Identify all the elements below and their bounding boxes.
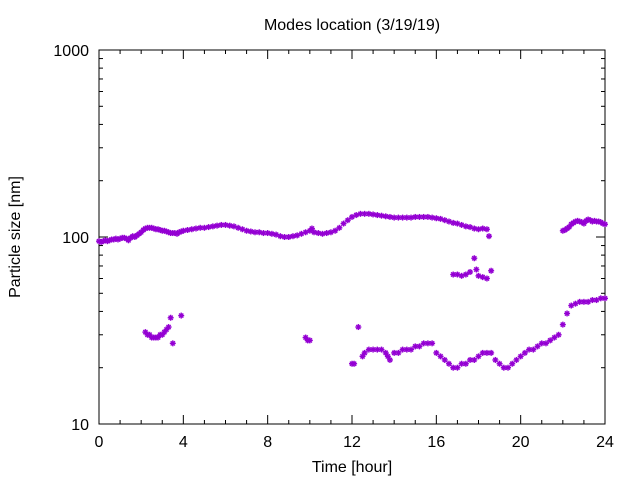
data-point — [386, 213, 393, 220]
data-point — [559, 321, 566, 328]
data-point — [509, 360, 516, 367]
data-point — [471, 255, 478, 262]
data-point — [530, 346, 537, 353]
data-point — [505, 364, 512, 371]
data-point — [365, 346, 372, 353]
y-axis-label: Particle size [nm] — [7, 176, 24, 298]
data-point — [475, 353, 482, 360]
data-point — [399, 214, 406, 221]
data-point — [306, 337, 313, 344]
data-point — [355, 324, 362, 331]
data-point — [416, 213, 423, 220]
data-point — [429, 214, 436, 221]
data-point — [416, 343, 423, 350]
data-point — [399, 346, 406, 353]
data-point — [357, 210, 364, 217]
x-axis-label: Time [hour] — [312, 459, 392, 476]
data-point — [602, 221, 608, 228]
data-point — [382, 213, 389, 220]
y-tick-label: 10 — [71, 417, 89, 434]
data-point — [167, 314, 174, 321]
x-tick-label: 20 — [512, 434, 530, 451]
data-point — [226, 222, 233, 229]
data-point — [165, 324, 172, 331]
data-point — [551, 334, 558, 341]
data-points — [96, 210, 608, 371]
data-point — [395, 349, 402, 356]
data-point — [454, 364, 461, 371]
data-point — [492, 356, 499, 363]
data-point — [437, 353, 444, 360]
data-point — [585, 298, 592, 305]
data-point — [386, 356, 393, 363]
data-point — [319, 230, 326, 237]
data-point — [361, 349, 368, 356]
data-point — [351, 360, 358, 367]
data-point — [462, 360, 469, 367]
data-point — [483, 226, 490, 233]
data-point — [408, 346, 415, 353]
data-point — [323, 230, 330, 237]
data-point — [496, 360, 503, 367]
data-point — [429, 340, 436, 347]
x-tick-label: 4 — [179, 434, 188, 451]
data-point — [555, 331, 562, 338]
axes: 0 4 8 12 16 20 24 10 100 1000 — [53, 43, 614, 451]
data-point — [473, 266, 480, 273]
data-point — [602, 295, 608, 302]
data-point — [589, 297, 596, 304]
data-point — [340, 220, 347, 227]
data-point — [467, 268, 474, 275]
data-point — [517, 353, 524, 360]
data-point — [475, 226, 482, 233]
data-point — [513, 356, 520, 363]
data-point — [378, 346, 385, 353]
data-point — [252, 229, 259, 236]
data-point — [391, 214, 398, 221]
data-point — [433, 349, 440, 356]
data-point — [201, 224, 208, 231]
data-point — [471, 356, 478, 363]
data-point — [247, 228, 254, 235]
data-point — [534, 343, 541, 350]
data-point — [256, 229, 263, 236]
x-tick-label: 0 — [95, 434, 104, 451]
data-point — [462, 271, 469, 278]
data-point — [488, 267, 495, 274]
data-point — [445, 360, 452, 367]
data-point — [521, 349, 528, 356]
data-point — [547, 337, 554, 344]
x-tick-label: 16 — [427, 434, 445, 451]
data-point — [294, 232, 301, 239]
data-point — [344, 217, 351, 224]
data-point — [169, 340, 176, 347]
data-point — [178, 312, 185, 319]
data-point — [332, 227, 339, 234]
data-point — [370, 346, 377, 353]
y-tick-label: 1000 — [53, 43, 89, 60]
data-point — [542, 340, 549, 347]
data-point — [467, 356, 474, 363]
data-point — [450, 271, 457, 278]
y-tick-label: 100 — [62, 230, 89, 247]
data-point — [486, 233, 493, 240]
data-point — [564, 310, 571, 317]
x-tick-label: 24 — [596, 434, 614, 451]
data-point — [500, 364, 507, 371]
data-point — [218, 221, 225, 228]
chart-title: Modes location (3/19/19) — [264, 17, 440, 34]
x-tick-label: 8 — [263, 434, 272, 451]
data-point — [488, 349, 495, 356]
data-point — [441, 356, 448, 363]
x-tick-label: 12 — [343, 434, 361, 451]
data-point — [336, 224, 343, 231]
data-point — [483, 275, 490, 282]
data-point — [209, 223, 216, 230]
